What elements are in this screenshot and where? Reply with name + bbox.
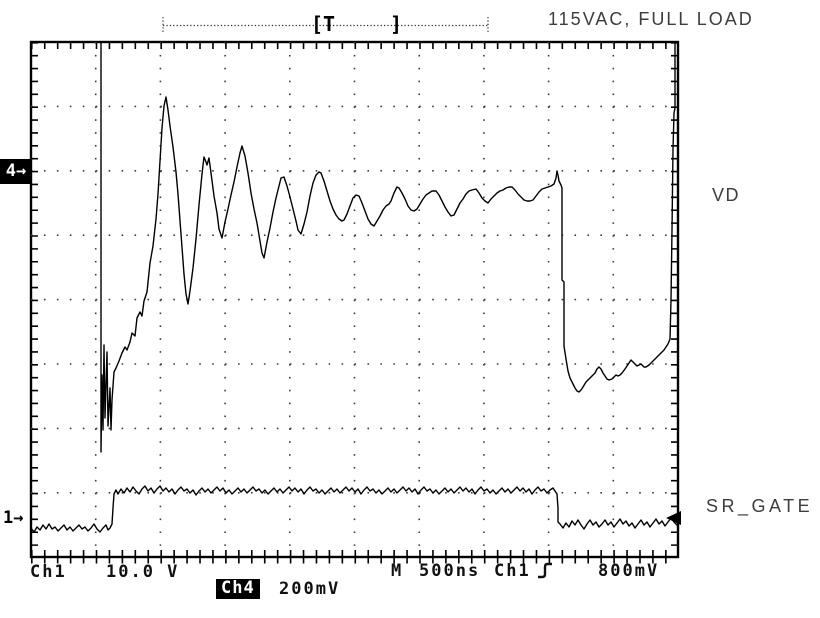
trigger-window-indicator bbox=[162, 17, 489, 34]
trigger-source-readout: Ch1 bbox=[494, 561, 531, 581]
trigger-window-right-bracket: ] bbox=[390, 12, 403, 36]
timebase-prefix-readout: M bbox=[391, 561, 404, 581]
vd-waveform bbox=[100, 41, 676, 453]
graticule-horizontal-gridlines bbox=[31, 105, 678, 494]
left-arrow-icon bbox=[666, 511, 681, 525]
ch4-source-readout: Ch4 bbox=[216, 579, 260, 599]
sr-gate-waveform bbox=[30, 485, 678, 533]
ch4-scale-readout: 200mV bbox=[279, 579, 341, 599]
graticule-edge-ticks bbox=[31, 42, 678, 564]
rising-edge-icon bbox=[538, 562, 552, 579]
timebase-readout: 500ns bbox=[419, 561, 481, 581]
vd-trace-label: VD bbox=[712, 185, 741, 205]
ch1-position-marker: 1→ bbox=[3, 508, 24, 528]
trigger-window-left-bracket: [T bbox=[311, 12, 336, 36]
ch1-source-readout: Ch1 bbox=[30, 562, 67, 582]
sr-gate-trace-label: SR_GATE bbox=[706, 496, 814, 516]
annotation-115vac-full-load: 115VAC, FULL LOAD bbox=[548, 9, 754, 29]
trigger-level-readout: 800mV bbox=[598, 561, 660, 581]
ch1-scale-readout: 10.0 V bbox=[106, 562, 180, 582]
ch4-position-marker: 4→ bbox=[0, 159, 32, 184]
